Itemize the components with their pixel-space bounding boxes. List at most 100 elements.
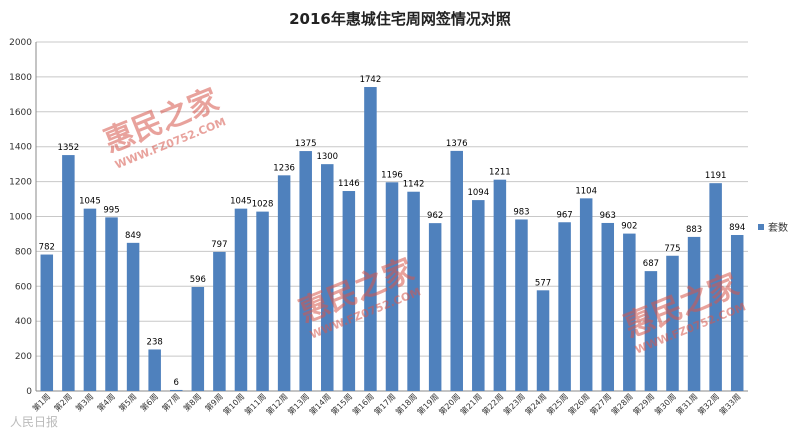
x-tick-label: 第20周: [437, 391, 463, 417]
bar: [213, 251, 226, 391]
y-tick-label: 800: [15, 247, 32, 257]
data-label: 577: [535, 278, 551, 288]
data-label: 1146: [338, 179, 360, 189]
y-tick-label: 1800: [9, 73, 32, 83]
y-tick-label: 0: [26, 387, 32, 397]
bar: [126, 242, 140, 391]
watermark-1: 惠民之家 WWW.FZ0752.COM: [99, 82, 227, 171]
bar: [364, 87, 377, 392]
x-tick-label: 第21周: [458, 391, 484, 417]
data-label: 1045: [230, 197, 252, 207]
bar: [321, 164, 334, 391]
bar: [623, 233, 636, 391]
bar: [83, 208, 97, 391]
bar: [191, 286, 205, 391]
x-tick-label: 第16周: [350, 391, 376, 417]
y-tick-label: 1200: [9, 178, 32, 188]
data-label: 782: [39, 243, 55, 253]
x-tick-label: 第23周: [501, 391, 527, 417]
data-label: 596: [190, 275, 206, 285]
x-tick-label: 第19周: [415, 391, 441, 417]
data-label: 238: [147, 337, 163, 347]
data-label: 1236: [273, 163, 295, 173]
x-tick-label: 第1周: [30, 391, 52, 413]
bar: [299, 151, 312, 391]
bar: [450, 150, 463, 391]
x-tick-label: 第7周: [160, 391, 182, 413]
data-label: 1376: [446, 139, 468, 149]
watermark-3: 惠民之家 WWW.FZ0752.COM: [619, 267, 747, 356]
x-tick-label: 第27周: [588, 391, 614, 417]
bar: [277, 175, 291, 391]
data-label: 894: [729, 223, 745, 233]
data-label: 849: [125, 231, 141, 241]
data-label: 902: [621, 222, 637, 232]
data-label: 1045: [79, 197, 101, 207]
x-tick-label: 第10周: [221, 391, 247, 417]
data-label: 1300: [316, 152, 338, 162]
bar: [536, 290, 550, 391]
data-label: 962: [427, 211, 443, 221]
x-tick-label: 第26周: [566, 391, 592, 417]
bars: [40, 87, 744, 392]
x-tick-label: 第30周: [652, 391, 678, 417]
chart-title: 2016年惠城住宅周网签情况对照: [289, 10, 511, 28]
legend-swatch: [758, 224, 764, 230]
data-label: 1142: [403, 180, 425, 190]
x-tick-label: 第14周: [307, 391, 333, 417]
data-label: 963: [600, 211, 616, 221]
bar: [687, 236, 701, 391]
bar: [558, 222, 571, 391]
x-tick-label: 第6周: [138, 391, 160, 413]
bar: [601, 222, 615, 391]
legend: 套数: [758, 221, 788, 234]
data-label: 1104: [575, 186, 597, 196]
y-tick-label: 1400: [9, 143, 32, 153]
y-tick-label: 1000: [9, 213, 32, 223]
bar: [579, 198, 593, 391]
x-tick-label: 第22周: [480, 391, 506, 417]
x-tick-label: 第12周: [264, 391, 290, 417]
x-tick-label: 第13周: [286, 391, 312, 417]
bar: [666, 255, 679, 391]
data-label: 775: [664, 244, 680, 254]
bar: [342, 191, 356, 391]
x-tick-label: 第33周: [717, 391, 743, 417]
x-tick-label: 第32周: [695, 391, 721, 417]
y-tick-label: 2000: [9, 38, 32, 48]
data-label: 967: [556, 210, 572, 220]
bar: [730, 234, 744, 391]
bar: [169, 389, 183, 391]
data-label: 797: [211, 240, 227, 250]
bar: [62, 155, 75, 391]
bar: [472, 200, 485, 391]
bar: [407, 191, 420, 391]
data-label: 1094: [467, 188, 489, 198]
data-label: 1028: [252, 200, 274, 210]
x-tick-label: 第15周: [329, 391, 355, 417]
x-tick-label: 第25周: [544, 391, 570, 417]
bar: [644, 271, 658, 391]
x-tick-label: 第5周: [117, 391, 139, 413]
bar: [40, 254, 54, 391]
data-label: 1196: [381, 170, 403, 180]
y-tick-label: 400: [15, 317, 32, 327]
bar: [493, 179, 507, 391]
bar: [709, 183, 722, 391]
data-label: 1742: [360, 75, 382, 85]
y-tick-label: 600: [15, 282, 32, 292]
data-label: 1352: [58, 143, 80, 153]
data-label: 6: [174, 378, 179, 388]
x-tick-label: 第28周: [609, 391, 635, 417]
x-tick-label: 第17周: [372, 391, 398, 417]
data-label: 1211: [489, 168, 511, 178]
x-tick-label: 第4周: [95, 391, 117, 413]
data-label: 883: [686, 225, 702, 235]
x-tick-label: 第2周: [52, 391, 74, 413]
data-label: 1191: [705, 171, 727, 181]
legend-label: 套数: [768, 221, 788, 234]
x-tick-label: 第31周: [674, 391, 700, 417]
bar: [148, 349, 161, 391]
bar: [256, 211, 269, 391]
